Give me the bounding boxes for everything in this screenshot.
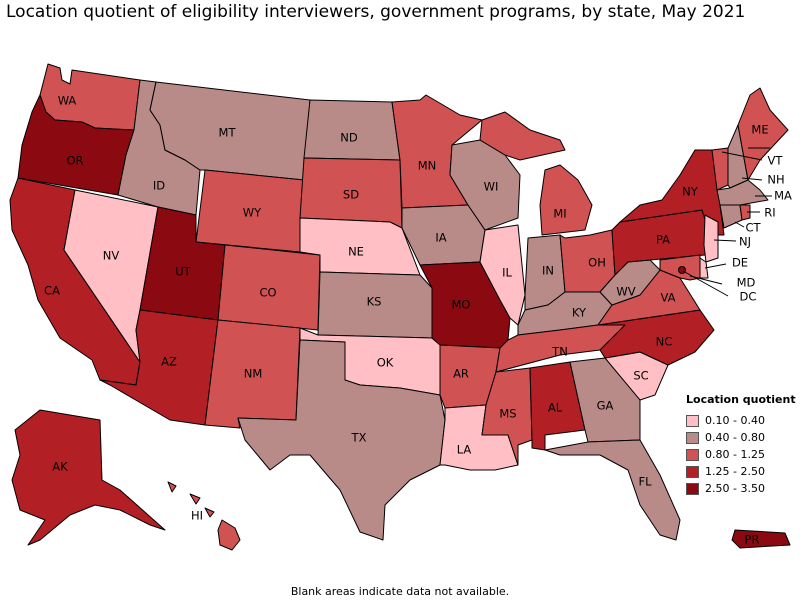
label-mi: MI: [553, 207, 566, 221]
label-vt: VT: [768, 154, 784, 168]
legend-title: Location quotient: [686, 393, 796, 406]
map-title: Location quotient of eligibility intervi…: [6, 2, 746, 22]
label-or: OR: [66, 154, 83, 168]
legend-item: 1.25 - 2.50: [686, 463, 796, 480]
state-fl[interactable]: [544, 439, 681, 541]
label-mt: MT: [219, 126, 237, 140]
state-pr[interactable]: [731, 529, 791, 549]
label-de: DE: [732, 256, 748, 270]
state-nc[interactable]: [597, 309, 715, 366]
legend-item: 2.50 - 3.50: [686, 480, 796, 497]
legend-item: 0.80 - 1.25: [686, 446, 796, 463]
legend-swatch: [686, 431, 699, 444]
label-ky: KY: [572, 306, 587, 320]
legend-item: 0.40 - 0.80: [686, 429, 796, 446]
label-nh: NH: [767, 173, 784, 187]
label-sc: SC: [633, 369, 648, 383]
label-mn: MN: [418, 159, 437, 173]
state-mi[interactable]: [539, 164, 593, 236]
label-oh: OH: [588, 256, 606, 270]
label-dc: DC: [740, 290, 757, 304]
label-tx: TX: [351, 431, 367, 445]
label-nm: NM: [244, 367, 263, 381]
leader-lines: [682, 147, 772, 297]
label-ga: GA: [597, 399, 614, 413]
label-pa: PA: [656, 233, 670, 247]
state-tx[interactable]: [237, 339, 446, 541]
legend-swatch: [686, 482, 699, 495]
label-nd: ND: [340, 131, 358, 145]
state-hi-islands[interactable]: [167, 481, 215, 518]
label-tn: TN: [551, 345, 568, 359]
state-mi-upper[interactable]: [479, 111, 566, 161]
label-nc: NC: [656, 335, 673, 349]
state-dc[interactable]: [678, 266, 686, 274]
label-nj: NJ: [739, 235, 751, 249]
label-ia: IA: [435, 231, 446, 245]
legend-label: 0.40 - 0.80: [705, 431, 765, 444]
label-ms: MS: [499, 407, 516, 421]
label-ar: AR: [453, 367, 469, 381]
label-wv: WV: [616, 285, 635, 299]
state-labels: WA OR CA NV ID MT WY UT AZ CO NM ND SD N…: [44, 94, 792, 547]
label-al: AL: [548, 401, 563, 415]
legend-swatch: [686, 414, 699, 427]
legend-swatch: [686, 448, 699, 461]
legend: Location quotient 0.10 - 0.40 0.40 - 0.8…: [686, 393, 796, 497]
label-ny: NY: [682, 185, 699, 199]
label-in: IN: [542, 264, 554, 278]
state-ak[interactable]: [11, 409, 166, 546]
state-me[interactable]: [737, 87, 789, 181]
state-hi[interactable]: [217, 519, 241, 551]
label-me: ME: [751, 123, 768, 137]
legend-item: 0.10 - 0.40: [686, 412, 796, 429]
label-wi: WI: [484, 180, 499, 194]
label-la: LA: [457, 443, 472, 457]
label-ks: KS: [367, 295, 382, 309]
legend-label: 1.25 - 2.50: [705, 465, 765, 478]
label-co: CO: [259, 286, 276, 300]
legend-swatch: [686, 465, 699, 478]
label-wy: WY: [243, 206, 262, 220]
state-nj[interactable]: [703, 214, 719, 263]
label-nv: NV: [103, 249, 120, 263]
label-va: VA: [661, 291, 676, 305]
label-md: MD: [737, 276, 756, 290]
label-ri: RI: [764, 206, 775, 220]
label-il: IL: [502, 266, 512, 280]
label-fl: FL: [638, 475, 652, 489]
label-ok: OK: [377, 356, 394, 370]
label-mo: MO: [452, 298, 471, 312]
legend-label: 0.80 - 1.25: [705, 448, 765, 461]
label-hi: HI: [191, 509, 203, 523]
legend-label: 0.10 - 0.40: [705, 414, 765, 427]
label-ct: CT: [745, 221, 761, 235]
label-id: ID: [153, 179, 165, 193]
footnote: Blank areas indicate data not available.: [290, 585, 510, 598]
label-ma: MA: [774, 189, 792, 203]
label-az: AZ: [161, 355, 177, 369]
label-wa: WA: [58, 94, 77, 108]
label-pr: PR: [745, 533, 760, 547]
label-ca: CA: [44, 284, 60, 298]
label-ne: NE: [348, 245, 364, 259]
legend-label: 2.50 - 3.50: [705, 482, 765, 495]
state-il[interactable]: [479, 224, 526, 326]
label-ak: AK: [52, 460, 68, 474]
label-ut: UT: [175, 265, 191, 279]
state-ri[interactable]: [739, 204, 751, 221]
label-sd: SD: [343, 188, 359, 202]
